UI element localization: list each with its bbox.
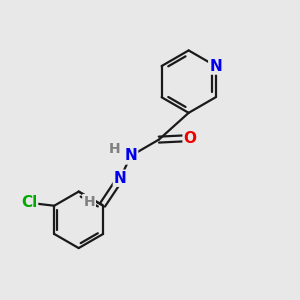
Text: H: H xyxy=(109,142,120,156)
Text: Cl: Cl xyxy=(21,195,37,210)
Text: N: N xyxy=(114,171,127,186)
Text: N: N xyxy=(209,58,222,74)
Text: H: H xyxy=(83,195,95,209)
Text: N: N xyxy=(124,148,137,164)
Text: O: O xyxy=(184,130,196,146)
